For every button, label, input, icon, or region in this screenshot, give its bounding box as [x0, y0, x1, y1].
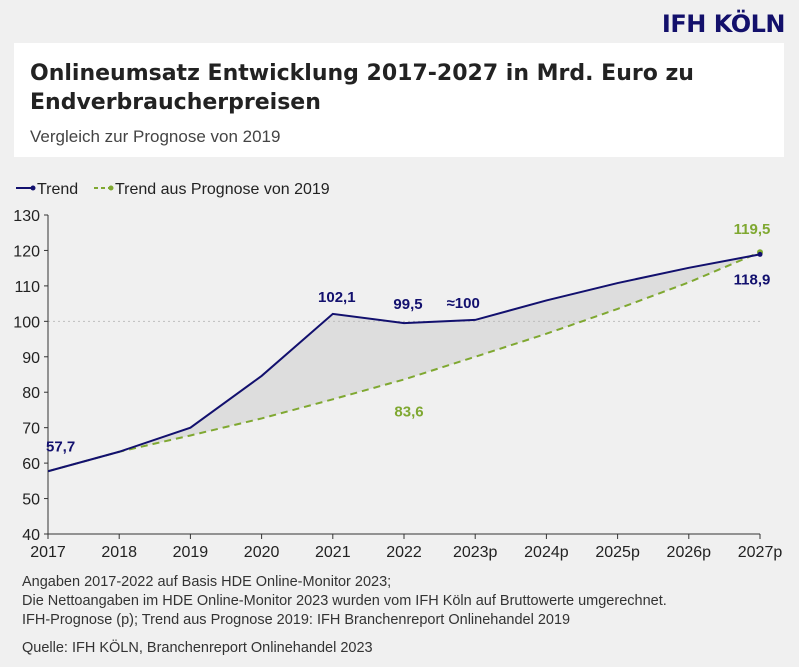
x-tick-label: 2023p — [453, 544, 498, 561]
legend-label-trend: Trend — [37, 181, 78, 198]
y-tick-label: 40 — [22, 527, 40, 544]
series-line-forecast2019 — [47, 251, 761, 473]
legend-item-trend: Trend — [16, 181, 78, 198]
x-tick-label: 2018 — [101, 544, 137, 561]
x-tick-label: 2024p — [524, 544, 569, 561]
x-tick-label: 2020 — [244, 544, 280, 561]
y-tick-label: 80 — [22, 385, 40, 402]
legend: Trend Trend aus Prognose von 2019 — [16, 181, 330, 198]
x-tick-label: 2019 — [173, 544, 209, 561]
x-tick-label: 2025p — [595, 544, 640, 561]
source-note: Quelle: IFH KÖLN, Branchenreport Onlineh… — [22, 640, 373, 656]
data-label: 99,5 — [393, 296, 422, 313]
y-tick-label: 90 — [22, 350, 40, 367]
y-tick-label: 70 — [22, 421, 40, 438]
series-point-trend — [757, 251, 763, 257]
data-label: 57,7 — [46, 438, 75, 455]
plot-area: 40 50 60 70 80 90 100 110 120 130 2017 2018 2019 2020… — [13, 208, 782, 561]
x-tick-label: 2017 — [30, 544, 66, 561]
x-tick-label: 2026p — [667, 544, 712, 561]
ifh-logo: IFH KÖLN — [661, 10, 786, 38]
series-line-trend — [47, 253, 761, 473]
y-tick-label: 110 — [14, 279, 40, 296]
chart-subtitle: Vergleich zur Prognose von 2019 — [30, 127, 281, 146]
line-chart: Trend Trend aus Prognose von 2019 40 50 60… — [13, 181, 782, 561]
footnotes: Angaben 2017-2022 auf Basis HDE Online-M… — [22, 573, 667, 630]
x-tick-label: 2022 — [386, 544, 422, 561]
legend-item-forecast2019: Trend aus Prognose von 2019 — [94, 181, 330, 198]
difference-area — [48, 252, 760, 472]
footnote-line: IFH-Prognose (p); Trend aus Prognose 201… — [22, 612, 571, 628]
data-label: 83,6 — [394, 403, 423, 420]
title-box: Onlineumsatz Entwicklung 2017-2027 in Mr… — [14, 43, 784, 157]
y-tick-label: 60 — [22, 456, 40, 473]
chart-title: Onlineumsatz Entwicklung 2017-2027 in Mr… — [30, 61, 694, 115]
y-tick-label: 120 — [13, 243, 40, 260]
x-tick-label: 2021 — [315, 544, 351, 561]
data-label: 119,5 — [734, 221, 771, 238]
data-label: ≈100 — [447, 295, 480, 312]
legend-label-forecast2019: Trend aus Prognose von 2019 — [115, 181, 330, 198]
data-label: 118,9 — [734, 271, 771, 288]
footnote-line: Die Nettoangaben im HDE Online-Monitor 2… — [22, 593, 667, 609]
y-tick-label: 130 — [13, 208, 40, 225]
y-tick-label: 100 — [13, 314, 40, 331]
footnote-line: Angaben 2017-2022 auf Basis HDE Online-M… — [22, 574, 392, 590]
y-tick-label: 50 — [22, 492, 40, 509]
x-tick-label: 2027p — [738, 544, 783, 561]
data-label: 102,1 — [318, 289, 356, 306]
